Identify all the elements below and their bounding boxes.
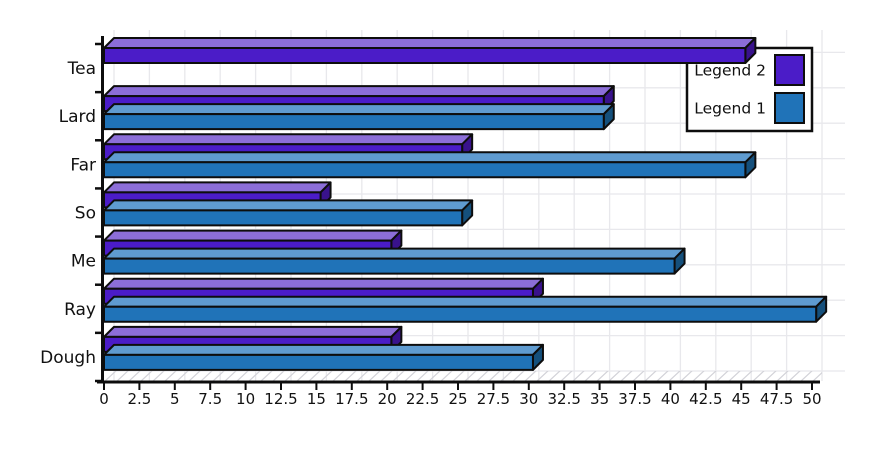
bar — [103, 47, 747, 64]
x-tick-label: 22.5 — [406, 390, 439, 408]
bar-top-face — [103, 277, 544, 290]
category-label: Lard — [59, 107, 96, 127]
bar — [103, 161, 747, 179]
axes — [97, 36, 820, 384]
y-axis-ticks: Tea Lard Far So Me Ray Dough — [40, 42, 103, 383]
category-label: Far — [70, 155, 96, 175]
x-tick-label: 27.5 — [477, 390, 510, 408]
x-tick-label: 45 — [732, 390, 751, 408]
bar-top-face — [103, 325, 403, 338]
x-tick-label: 7.5 — [198, 390, 222, 408]
x-tick-label: 2.5 — [127, 390, 151, 408]
bar-top-face — [103, 229, 403, 242]
x-tick-label: 47.5 — [760, 390, 793, 408]
x-tick-label: 10 — [236, 390, 255, 408]
x-tick-label: 50 — [802, 390, 821, 408]
bar — [103, 353, 534, 371]
bar-top-face — [103, 343, 544, 356]
x-tick-label: 15 — [307, 390, 326, 408]
legend-swatch — [774, 54, 805, 86]
bar-top-face — [103, 295, 828, 308]
category-label: Dough — [40, 348, 96, 368]
category-label: Tea — [67, 59, 96, 79]
legend-swatch — [774, 92, 805, 124]
bar-series-legend-1 — [103, 103, 828, 371]
category-label: So — [75, 204, 96, 224]
x-tick-label: 42.5 — [689, 390, 722, 408]
x-tick-label: 37.5 — [618, 390, 651, 408]
bar — [103, 113, 605, 131]
category-label: Me — [71, 252, 96, 272]
x-tick-label: 20 — [378, 390, 397, 408]
legend-item-label: Legend 2 — [694, 62, 766, 80]
x-tick-label: 12.5 — [264, 390, 297, 408]
legend-item-label: Legend 1 — [694, 100, 766, 118]
bar-top-face — [103, 181, 332, 194]
bar-top-face — [103, 85, 615, 98]
bar-top-face — [103, 151, 757, 164]
x-tick-label: 0 — [99, 390, 109, 408]
x-tick-label: 30 — [519, 390, 538, 408]
x-tick-label: 32.5 — [547, 390, 580, 408]
x-tick-label: 5 — [170, 390, 180, 408]
bar — [103, 209, 464, 227]
bar-top-face — [103, 199, 474, 212]
x-tick-label: 40 — [661, 390, 680, 408]
floor-hatch — [104, 371, 822, 381]
bar-top-face — [103, 37, 757, 49]
bar-top-face — [103, 103, 615, 116]
bar — [103, 257, 676, 275]
x-tick-label: 25 — [448, 390, 467, 408]
bar-top-face — [103, 247, 686, 260]
x-axis-ticks: 0 2.5 5 7.5 10 12.5 15 17.5 20 22.5 25 27.5 30 32.5 35… — [99, 383, 822, 408]
category-label: Ray — [64, 300, 96, 320]
bar — [103, 305, 818, 323]
x-tick-label: 17.5 — [335, 390, 368, 408]
bar-top-face — [103, 133, 474, 146]
x-tick-label: 35 — [590, 390, 609, 408]
legend: Legend 2 Legend 1 — [685, 46, 814, 133]
